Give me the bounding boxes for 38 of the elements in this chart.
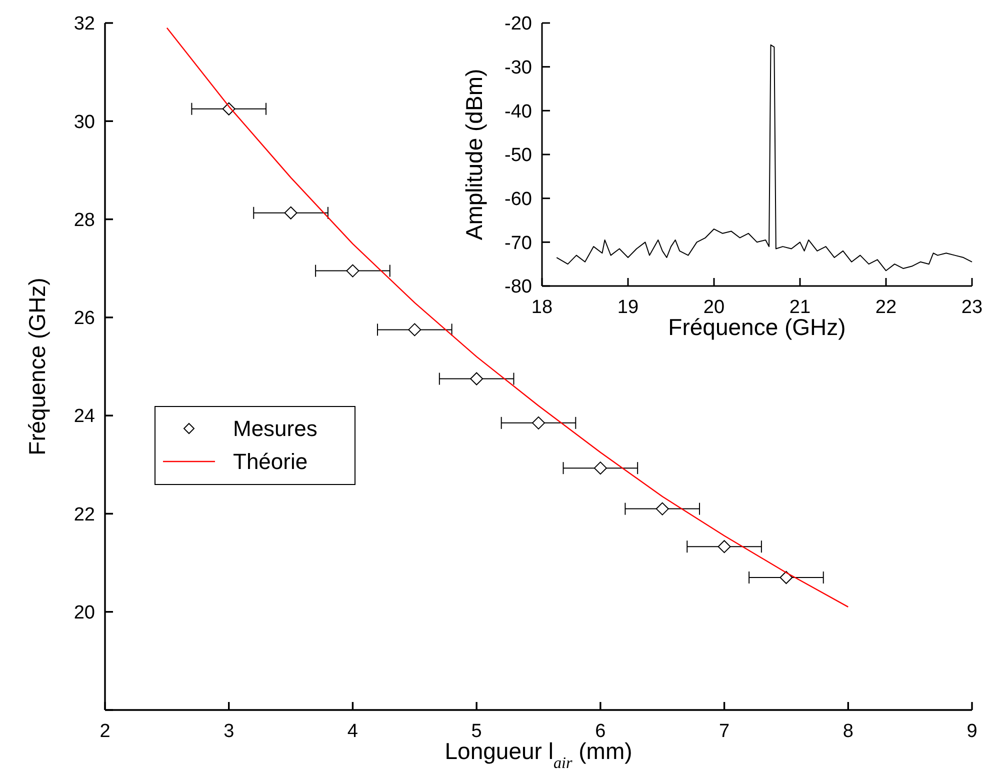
y-tick-label: 26 — [74, 308, 95, 330]
x-tick-label: 2 — [100, 721, 110, 742]
point — [346, 264, 360, 278]
point — [718, 540, 731, 554]
y-axis-title: Amplitude (dBm) — [461, 68, 487, 240]
point — [656, 502, 669, 516]
point — [470, 372, 484, 386]
line-series — [556, 44, 972, 272]
y-axis-title: Fréquence (GHz) — [24, 278, 50, 456]
legend-label: Mesures — [233, 416, 318, 442]
y-tick-label: -60 — [504, 188, 532, 210]
y-tick-label: -40 — [504, 101, 532, 122]
x-tick-label: 7 — [718, 721, 730, 742]
x-tick-label: 9 — [966, 721, 978, 742]
y-tick-label: 30 — [74, 112, 95, 133]
x-tick-label: 23 — [961, 297, 983, 318]
y-tick-label: -20 — [504, 14, 532, 35]
point — [594, 462, 607, 475]
y-tick-label: 24 — [74, 406, 96, 428]
x-tick-label: 22 — [875, 297, 897, 318]
x-tick-label: 18 — [531, 297, 553, 318]
y-tick-label: 20 — [74, 602, 95, 624]
x-tick-label: 8 — [842, 721, 854, 742]
y-tick-label: 22 — [74, 504, 95, 526]
y-tick-label: -70 — [504, 232, 532, 254]
point — [780, 571, 793, 584]
y-tick-label: -30 — [504, 57, 532, 78]
y-tick-label: -80 — [504, 276, 532, 298]
point — [284, 206, 298, 220]
point — [408, 323, 422, 336]
x-tick-label: 3 — [224, 721, 234, 742]
x-tick-label: 19 — [617, 297, 639, 318]
x-tick-label: 4 — [347, 721, 358, 742]
legend-label: Théorie — [233, 449, 308, 474]
point — [532, 416, 545, 430]
y-tick-label: -50 — [504, 145, 532, 166]
y-tick-label: 28 — [74, 210, 95, 231]
y-tick-label: 32 — [74, 14, 95, 35]
